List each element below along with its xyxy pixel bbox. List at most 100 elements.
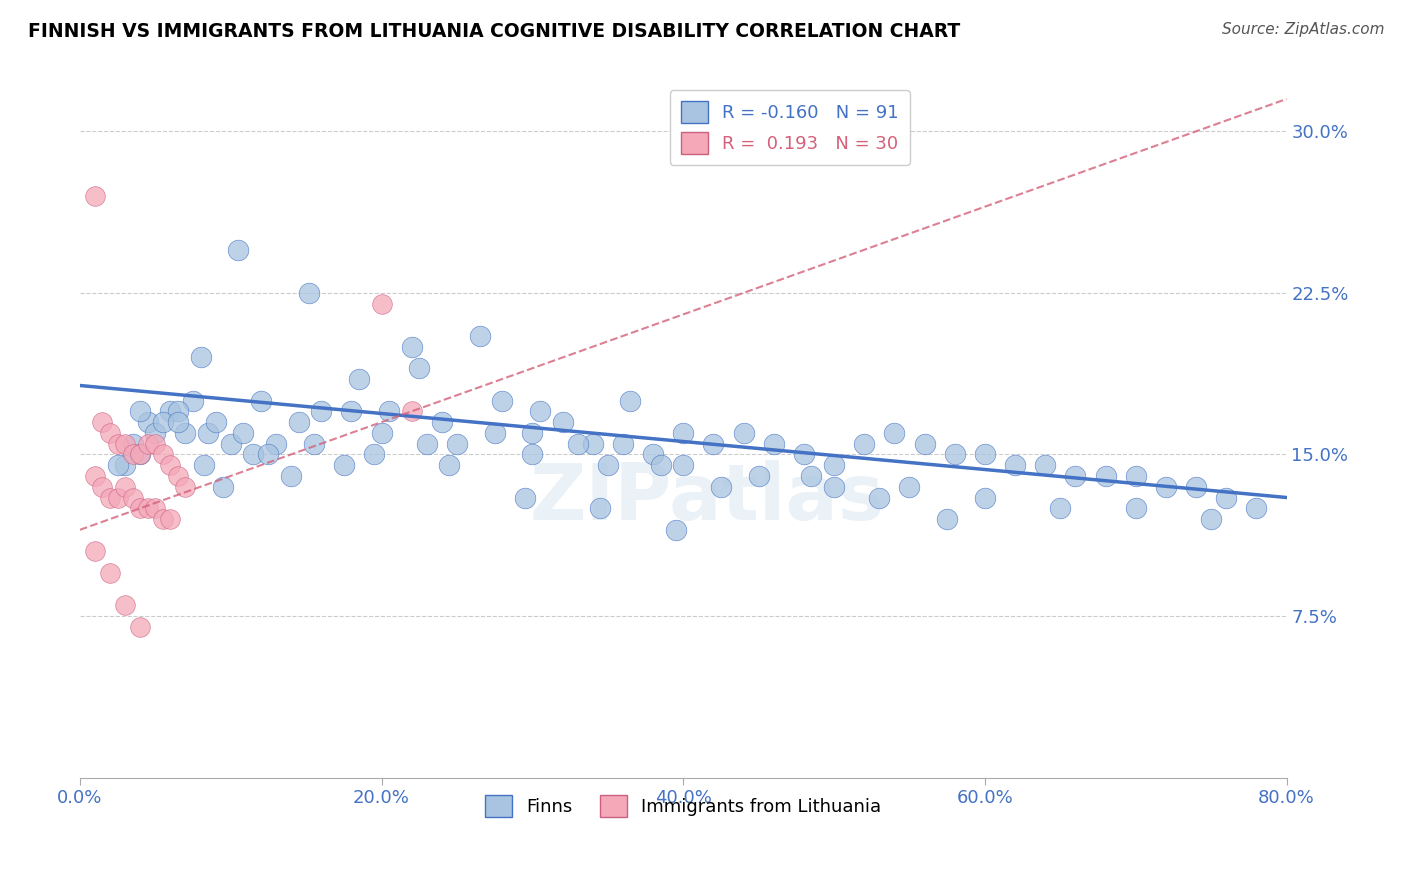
Point [1125,501,1147,516]
Point [219,436,242,450]
Point [619,393,641,408]
Point [159,458,181,473]
Point [612,436,634,450]
Point [280,469,302,483]
Point [152,512,174,526]
Point [114,436,136,450]
Point [484,425,506,440]
Point [439,458,461,473]
Point [408,361,430,376]
Point [513,491,536,505]
Point [84,469,107,483]
Point [159,404,181,418]
Point [129,620,152,634]
Point [883,425,905,440]
Point [84,544,107,558]
Point [91,415,114,429]
Point [193,458,215,473]
Point [468,329,491,343]
Point [800,469,823,483]
Point [309,404,332,418]
Point [1199,512,1222,526]
Point [650,458,672,473]
Point [190,351,212,365]
Point [401,340,423,354]
Point [1154,480,1177,494]
Point [98,425,121,440]
Point [84,189,107,203]
Point [936,512,959,526]
Point [702,436,724,450]
Text: ZIPatlas: ZIPatlas [530,459,884,535]
Point [943,447,966,461]
Point [143,436,166,450]
Point [167,415,190,429]
Point [1215,491,1237,505]
Point [143,501,166,516]
Point [121,447,143,461]
Point [793,447,815,461]
Point [264,436,287,450]
Point [204,415,226,429]
Point [129,404,152,418]
Point [107,458,129,473]
Text: FINNISH VS IMMIGRANTS FROM LITHUANIA COGNITIVE DISABILITY CORRELATION CHART: FINNISH VS IMMIGRANTS FROM LITHUANIA COG… [28,22,960,41]
Point [823,480,845,494]
Point [665,523,688,537]
Point [567,436,589,450]
Legend: Finns, Immigrants from Lithuania: Finns, Immigrants from Lithuania [478,788,889,824]
Point [298,285,321,300]
Point [174,480,197,494]
Point [121,436,143,450]
Point [1185,480,1208,494]
Point [522,425,544,440]
Point [868,491,890,505]
Point [762,436,785,450]
Point [347,372,370,386]
Point [1033,458,1056,473]
Point [522,447,544,461]
Point [152,415,174,429]
Point [340,404,363,418]
Point [242,447,264,461]
Point [167,469,190,483]
Point [136,501,159,516]
Point [596,458,619,473]
Point [114,599,136,613]
Point [672,458,695,473]
Point [143,425,166,440]
Text: Source: ZipAtlas.com: Source: ZipAtlas.com [1222,22,1385,37]
Point [823,458,845,473]
Point [197,425,219,440]
Point [1094,469,1116,483]
Point [491,393,513,408]
Point [401,404,423,418]
Point [333,458,356,473]
Point [672,425,695,440]
Point [107,436,129,450]
Point [853,436,876,450]
Point [748,469,770,483]
Point [129,447,152,461]
Point [1125,469,1147,483]
Point [641,447,664,461]
Point [114,458,136,473]
Point [257,447,280,461]
Point [974,491,997,505]
Point [114,480,136,494]
Point [91,480,114,494]
Point [129,501,152,516]
Point [250,393,273,408]
Point [181,393,204,408]
Point [914,436,936,450]
Point [212,480,235,494]
Point [226,243,249,257]
Point [167,404,190,418]
Point [898,480,921,494]
Point [710,480,733,494]
Point [136,436,159,450]
Point [430,415,453,429]
Point [370,425,392,440]
Point [1004,458,1026,473]
Point [302,436,325,450]
